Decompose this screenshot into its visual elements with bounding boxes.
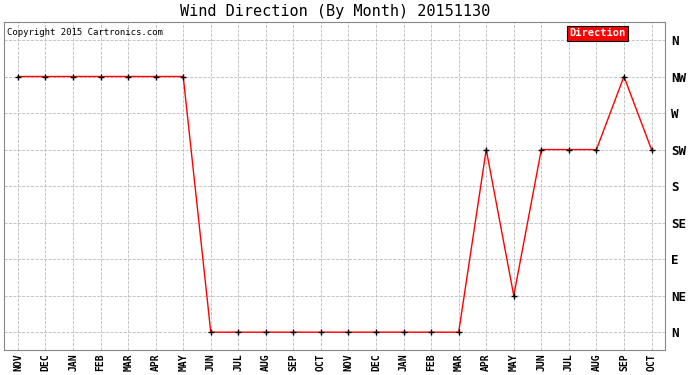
Title: Wind Direction (By Month) 20151130: Wind Direction (By Month) 20151130: [179, 4, 490, 19]
Text: Direction: Direction: [569, 28, 626, 38]
Text: Copyright 2015 Cartronics.com: Copyright 2015 Cartronics.com: [8, 28, 164, 37]
